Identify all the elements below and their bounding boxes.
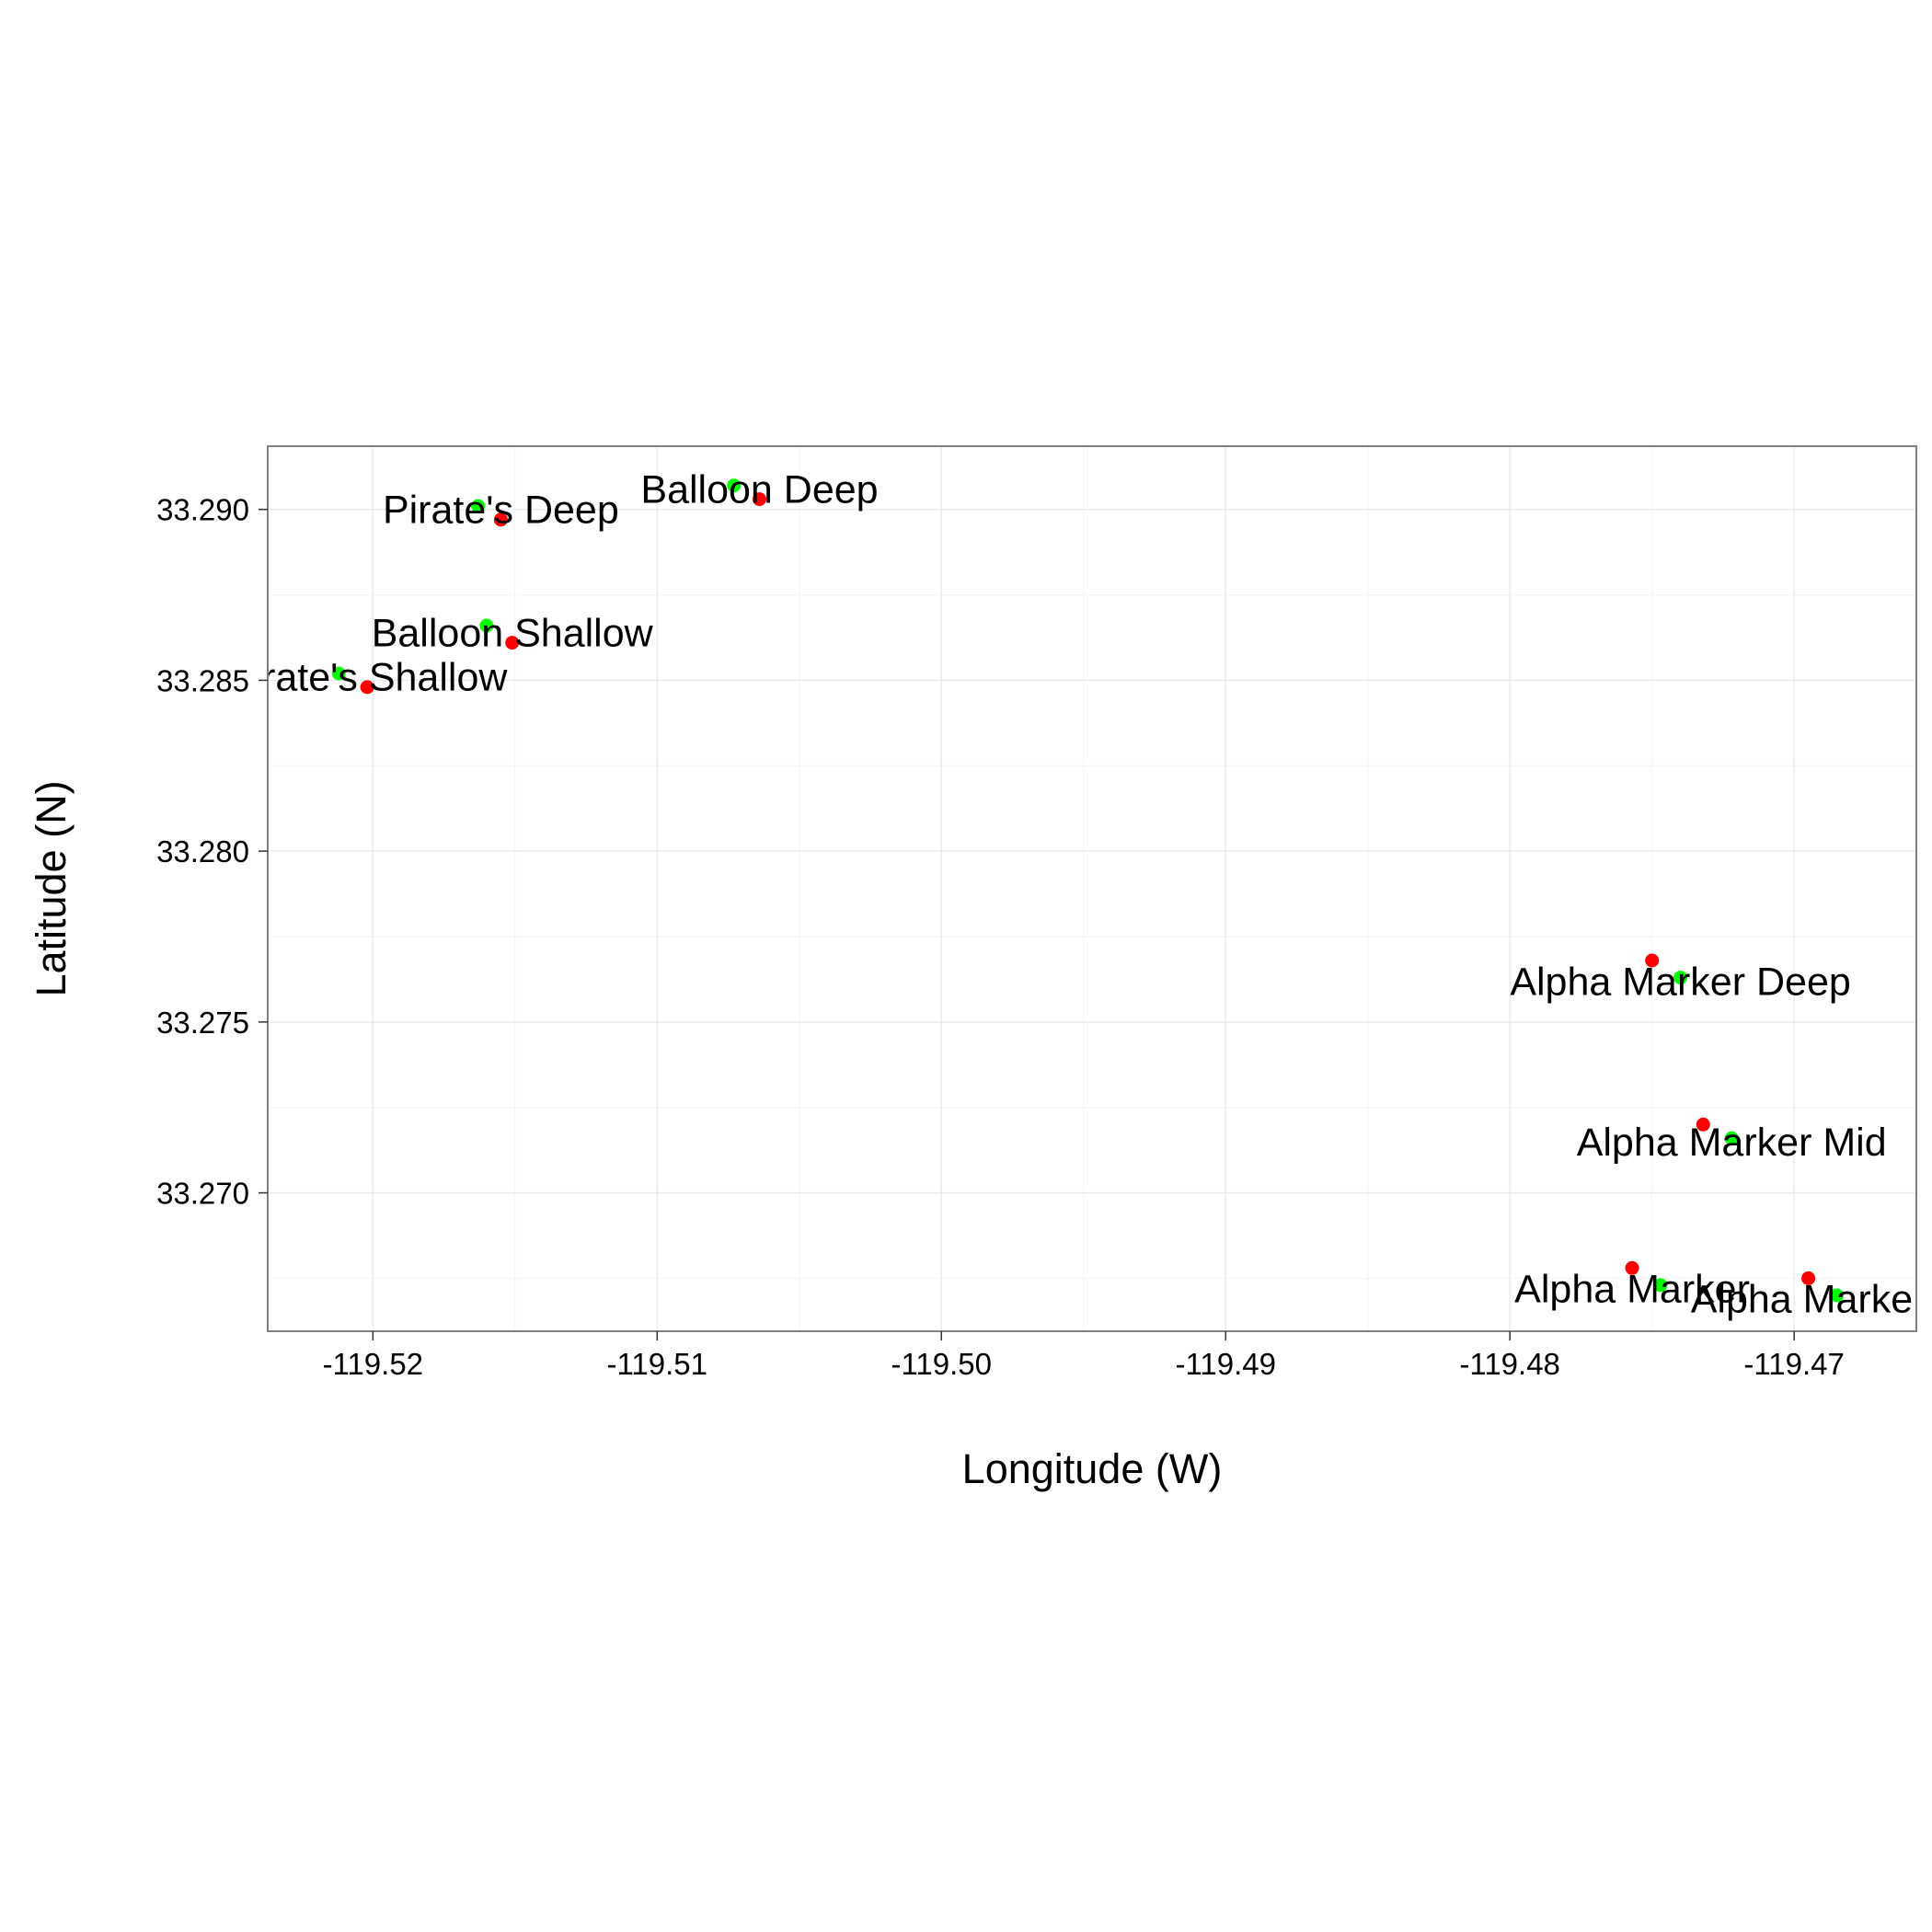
point-labels: Pirate's Deep Balloon Deep Balloon Shallow…: [227, 467, 1926, 1322]
data-point: [1673, 971, 1688, 985]
x-tick-label: -119.52: [323, 1347, 423, 1381]
y-tick-label: 33.285: [156, 663, 249, 697]
y-tick-label: 33.270: [156, 1177, 249, 1211]
y-axis-title: Latitude (N): [28, 780, 75, 996]
point-label: Balloon Deep: [640, 467, 878, 512]
axis-ticks: -119.52 -119.51 -119.50 -119.49 -119.48 -119.…: [156, 493, 1845, 1381]
point-label: Pirate's Shallow: [227, 656, 509, 700]
data-point: [1829, 1288, 1844, 1303]
plot-panel-border: [267, 445, 1917, 1332]
x-tick-label: -119.49: [1175, 1347, 1275, 1381]
data-points: [331, 478, 1844, 1303]
x-tick-label: -119.47: [1743, 1347, 1844, 1381]
point-label: Balloon Shallow: [372, 611, 654, 655]
data-point: [1801, 1271, 1816, 1285]
point-label: Alpha Marker Mid: [1577, 1121, 1887, 1165]
data-point: [331, 666, 346, 681]
data-point: [471, 499, 486, 513]
data-point: [1625, 1260, 1639, 1275]
grid-lines: [268, 446, 1916, 1331]
data-point: [727, 478, 742, 493]
data-point: [493, 512, 508, 527]
point-label: Alpha Marker Deep: [1510, 960, 1850, 1004]
data-point: [505, 636, 520, 650]
point-label: Alpha Marker: [1691, 1278, 1926, 1322]
point-label: Alpha Marker: [1514, 1268, 1750, 1312]
data-point: [479, 618, 494, 633]
x-axis-title: Longitude (W): [962, 1445, 1223, 1492]
data-point: [753, 492, 767, 507]
point-label: Pirate's Deep: [383, 489, 619, 533]
data-point: [1653, 1278, 1668, 1293]
data-point: [1696, 1117, 1710, 1132]
x-tick-label: -119.48: [1459, 1347, 1559, 1381]
data-point: [1724, 1131, 1739, 1145]
y-tick-label: 33.290: [156, 493, 249, 527]
y-tick-label: 33.280: [156, 834, 249, 868]
y-tick-label: 33.275: [156, 1006, 249, 1040]
data-point: [1645, 953, 1660, 968]
x-tick-label: -119.51: [607, 1347, 707, 1381]
x-tick-label: -119.50: [891, 1347, 992, 1381]
plot-panel-background: [268, 446, 1916, 1331]
data-point: [360, 680, 374, 695]
